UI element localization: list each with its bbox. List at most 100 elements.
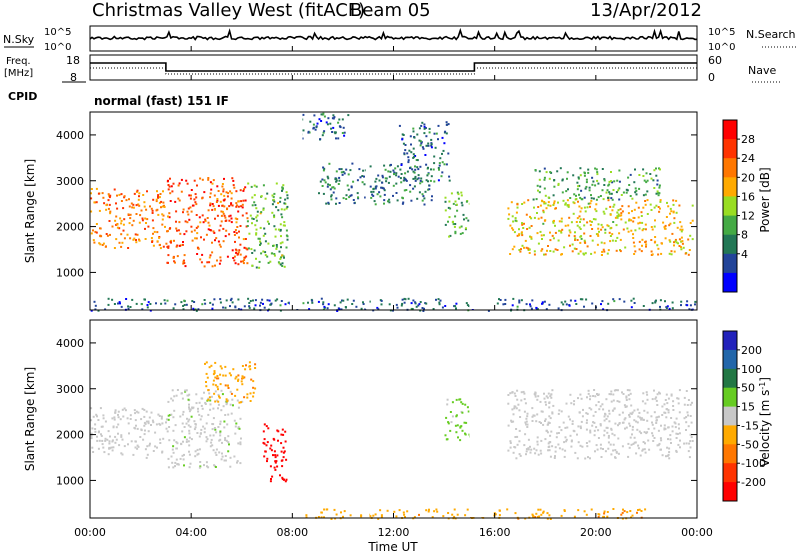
power-cell bbox=[286, 197, 289, 200]
power-cell bbox=[597, 182, 600, 185]
power-cell bbox=[108, 196, 111, 199]
velocity-cell bbox=[604, 450, 607, 453]
velocity-cell bbox=[546, 423, 549, 426]
power-cell bbox=[594, 167, 597, 170]
velocity-cell bbox=[612, 443, 615, 446]
velocity-cell bbox=[224, 374, 227, 377]
velocity-cell bbox=[188, 436, 191, 439]
power-cell bbox=[350, 194, 353, 197]
velocity-cell bbox=[666, 402, 669, 405]
power-cell bbox=[220, 210, 223, 213]
velocity-cell bbox=[402, 511, 405, 514]
power-cell bbox=[540, 234, 543, 237]
velocity-cell bbox=[569, 434, 572, 437]
power-cell bbox=[428, 127, 431, 130]
velocity-cell bbox=[535, 449, 538, 452]
power-cell bbox=[611, 209, 614, 212]
velocity-cell bbox=[136, 447, 139, 450]
velocity-cell bbox=[94, 423, 97, 426]
power-cell bbox=[428, 188, 431, 191]
power-cell bbox=[195, 196, 198, 199]
velocity-cell bbox=[585, 412, 588, 415]
power-cell bbox=[402, 201, 405, 204]
velocity-cell bbox=[192, 406, 195, 409]
velocity-cell bbox=[214, 361, 217, 364]
velocity-cell bbox=[194, 426, 197, 429]
power-cell bbox=[528, 248, 531, 251]
velocity-cell bbox=[219, 365, 222, 368]
colorbar-tick-label: 50 bbox=[741, 382, 755, 395]
power-cell bbox=[163, 206, 166, 208]
velocity-cell bbox=[633, 436, 636, 439]
velocity-cell bbox=[668, 451, 671, 454]
velocity-cell bbox=[546, 517, 549, 520]
power-cell bbox=[632, 297, 635, 300]
power-cell bbox=[561, 178, 564, 181]
power-cell bbox=[251, 264, 254, 267]
velocity-cell bbox=[545, 395, 548, 398]
velocity-cell bbox=[551, 445, 554, 448]
velocity-cell bbox=[527, 448, 530, 451]
power-cell bbox=[536, 308, 539, 310]
frequency-series bbox=[90, 62, 697, 72]
velocity-cell bbox=[271, 475, 274, 478]
power-cell bbox=[258, 266, 261, 269]
power-cell bbox=[668, 239, 671, 242]
power-cell bbox=[595, 203, 598, 206]
power-cell bbox=[272, 244, 274, 247]
power-cell bbox=[553, 219, 555, 222]
power-cell bbox=[105, 208, 108, 211]
power-cell bbox=[656, 179, 659, 182]
velocity-cell bbox=[398, 509, 401, 512]
power-heatmap bbox=[90, 112, 697, 312]
velocity-cell bbox=[418, 513, 420, 516]
velocity-cell bbox=[509, 392, 512, 395]
power-cell bbox=[423, 125, 426, 128]
power-cell bbox=[129, 237, 132, 240]
velocity-cell bbox=[515, 428, 518, 430]
velocity-cell bbox=[515, 407, 518, 410]
velocity-cell bbox=[360, 514, 363, 517]
power-cell bbox=[170, 185, 173, 188]
velocity-cell bbox=[611, 432, 614, 435]
velocity-cell bbox=[248, 365, 251, 368]
velocity-cell bbox=[668, 447, 671, 450]
velocity-cell bbox=[221, 452, 223, 455]
power-cell bbox=[200, 236, 202, 239]
power-cell bbox=[673, 244, 675, 247]
power-cell bbox=[329, 184, 331, 187]
velocity-cell bbox=[672, 409, 675, 411]
velocity-cell bbox=[594, 395, 597, 398]
velocity-cell bbox=[689, 440, 692, 443]
power-cell bbox=[598, 230, 600, 233]
velocity-cell bbox=[198, 448, 201, 451]
power-cell bbox=[691, 204, 694, 207]
power-cell bbox=[459, 232, 462, 235]
velocity-cell bbox=[101, 443, 104, 446]
velocity-cell bbox=[542, 423, 545, 426]
power-cell bbox=[553, 179, 556, 181]
power-cell bbox=[664, 237, 667, 240]
power-cell bbox=[601, 254, 603, 256]
power-cell bbox=[411, 308, 414, 310]
power-cell bbox=[413, 171, 416, 174]
velocity-cell bbox=[655, 419, 658, 422]
power-cell bbox=[381, 174, 384, 177]
power-cell bbox=[653, 206, 656, 209]
velocity-cell bbox=[538, 421, 541, 423]
velocity-cell bbox=[606, 431, 609, 434]
power-cell bbox=[439, 299, 442, 302]
power-cell bbox=[105, 204, 108, 207]
power-cell bbox=[419, 179, 422, 182]
velocity-cell bbox=[628, 389, 631, 392]
power-cell bbox=[204, 302, 207, 305]
velocity-cell bbox=[144, 429, 146, 432]
power-cell bbox=[564, 203, 567, 206]
power-cell bbox=[433, 132, 436, 135]
power-cell bbox=[588, 189, 591, 192]
power-cell bbox=[635, 193, 638, 196]
power-cell bbox=[167, 215, 169, 218]
power-cell bbox=[322, 131, 325, 134]
power-cell bbox=[118, 241, 121, 244]
velocity-cell bbox=[602, 448, 604, 450]
